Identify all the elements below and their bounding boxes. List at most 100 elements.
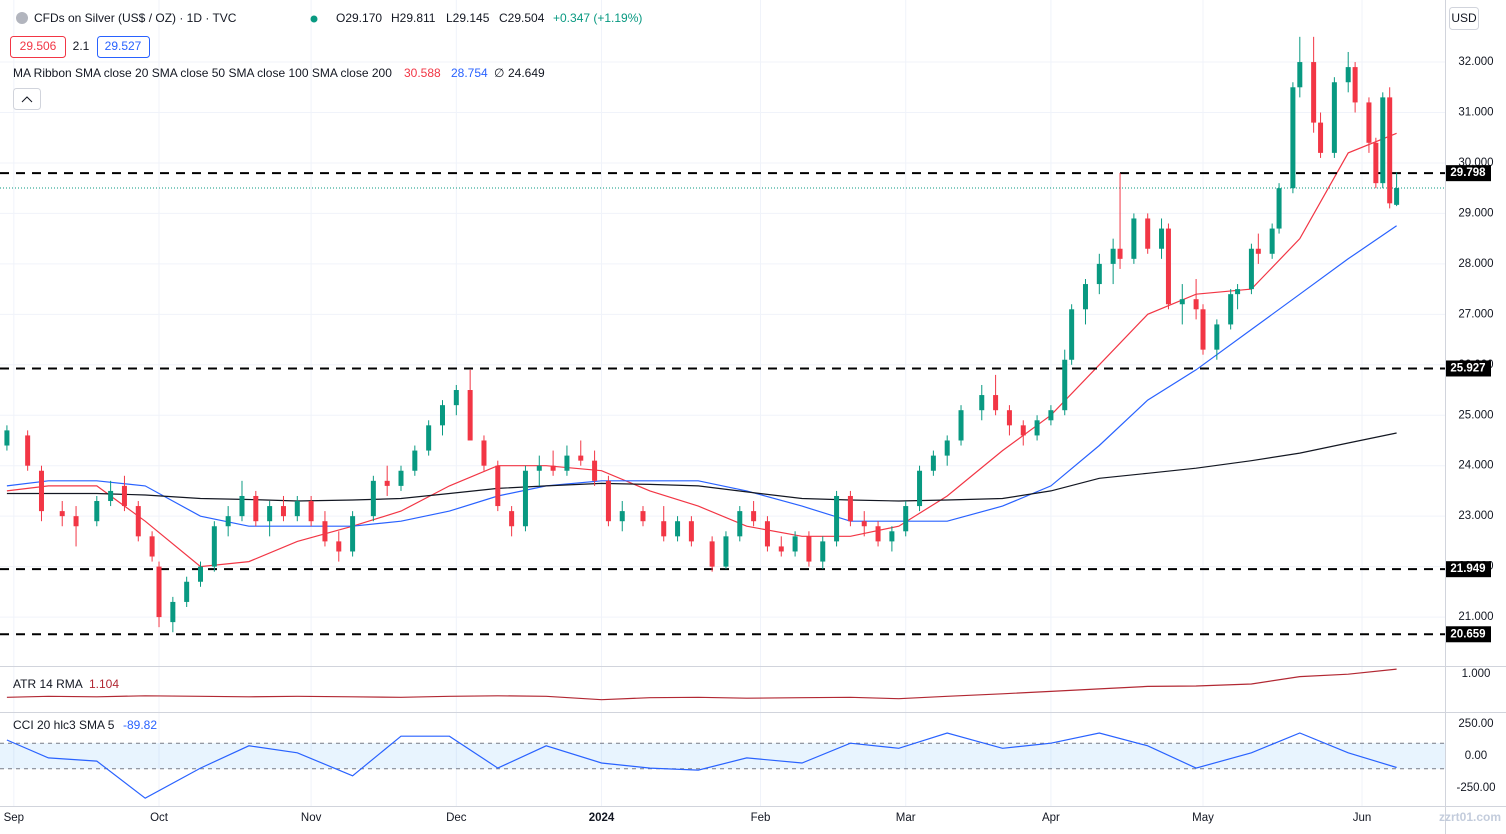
candle-body: [1214, 324, 1220, 350]
candle-body: [1394, 187, 1400, 205]
candle-body: [1117, 248, 1123, 259]
candle-body: [481, 440, 487, 466]
candle-body: [875, 526, 881, 542]
candle-body: [847, 495, 853, 522]
candle-body: [1290, 87, 1296, 189]
level-label-box: [1446, 360, 1491, 377]
sell-price: 29.506: [20, 39, 57, 53]
tv-logo: [33, 775, 35, 789]
x-tick-label: Jun: [1353, 812, 1372, 824]
y-tick-label: -250.00: [1456, 782, 1495, 794]
candle-body: [1387, 97, 1393, 204]
candle-body: [467, 390, 473, 441]
candle-body: [979, 395, 985, 411]
candle-body: [495, 465, 501, 507]
y-tick-label: 31.000: [1458, 107, 1493, 119]
collapse-button[interactable]: [13, 88, 41, 110]
close-text: C29.504: [499, 11, 545, 25]
x-tick-label: Mar: [896, 812, 916, 824]
x-tick-label: Apr: [1042, 812, 1060, 824]
overlay: CFDs on Silver (US$ / OZ) · 1D · TVC O29…: [4, 7, 1501, 824]
x-tick-label: May: [1192, 812, 1214, 824]
y-tick-label: 29.000: [1458, 207, 1493, 219]
cci-band: [0, 743, 1445, 769]
candle-body: [792, 536, 798, 552]
y-tick-label: 23.000: [1458, 510, 1493, 522]
candle-body: [834, 495, 840, 542]
y-tick-label: 32.000: [1458, 56, 1493, 68]
candle-body: [764, 521, 770, 547]
candle-body: [184, 581, 190, 602]
candle-body: [280, 506, 286, 517]
candle-body: [322, 521, 328, 542]
candle-body: [1006, 410, 1012, 426]
candle-body: [1235, 289, 1241, 295]
candle-body: [661, 521, 667, 537]
level-label-box: [1446, 626, 1491, 643]
level-label: 25.927: [1450, 363, 1485, 375]
currency-button[interactable]: [1449, 7, 1479, 30]
low-text: L29.145: [446, 11, 490, 25]
candle-body: [536, 465, 542, 471]
level-label-box: [1446, 165, 1491, 182]
candle-body: [267, 506, 273, 522]
candle-body: [688, 521, 694, 542]
y-tick-label: 24.000: [1458, 460, 1493, 472]
candle-body: [1165, 228, 1171, 305]
candle-body: [903, 506, 909, 532]
candle-body: [1276, 188, 1282, 229]
x-tick-label: Dec: [446, 812, 467, 824]
atr-value: 1.104: [89, 677, 119, 691]
candle-body: [509, 511, 515, 527]
candle-body: [294, 501, 300, 517]
candle-body: [737, 511, 743, 537]
candle-body: [412, 450, 418, 471]
candle-body: [592, 460, 598, 481]
candle-body: [73, 516, 79, 527]
candle-body: [453, 390, 459, 406]
candle-body: [751, 511, 757, 522]
candle-body: [439, 405, 445, 426]
candle-body: [426, 425, 432, 451]
candle-body: [889, 531, 895, 542]
moving-average: [6, 432, 1397, 502]
candle-body: [778, 546, 784, 552]
candle-body: [59, 511, 65, 517]
candle-body: [1331, 82, 1337, 153]
x-tick-label: Nov: [301, 812, 322, 824]
candle-body: [1380, 97, 1386, 184]
ma-legend-label: MA Ribbon SMA close 20 SMA close 50 SMA …: [13, 66, 392, 80]
candle-body: [709, 541, 715, 567]
candle-body: [1373, 142, 1379, 184]
candle-body: [820, 541, 826, 562]
candle-body: [253, 495, 259, 522]
candle-body: [1200, 309, 1206, 350]
ma-legend-value: ∅: [494, 66, 504, 80]
level-label: 20.659: [1450, 628, 1485, 640]
candle-body: [578, 455, 584, 461]
candle-body: [1366, 102, 1372, 143]
candle-body: [239, 495, 245, 517]
spread: 2.1: [73, 39, 90, 53]
candle-body: [605, 480, 611, 522]
moving-average: [6, 225, 1397, 527]
candle-body: [675, 521, 681, 537]
candle-body: [170, 601, 176, 623]
x-tick-label: Feb: [751, 812, 771, 824]
candle-body: [1179, 299, 1185, 305]
y-tick-label: 28.000: [1458, 258, 1493, 270]
sell-box[interactable]: [10, 36, 66, 58]
candle-body: [350, 516, 356, 552]
symbol-icon: [16, 12, 28, 24]
candle-body: [398, 470, 404, 486]
atr-line: [6, 668, 1397, 701]
ma-legend-value: 24.649: [508, 66, 545, 80]
candle-body: [1062, 359, 1068, 411]
cci-line: [6, 732, 1397, 799]
candle-body: [108, 490, 114, 502]
watermark: zzrt01.com: [1439, 810, 1501, 824]
buy-box[interactable]: [97, 36, 150, 58]
y-tick-label: 0.00: [1465, 750, 1487, 762]
